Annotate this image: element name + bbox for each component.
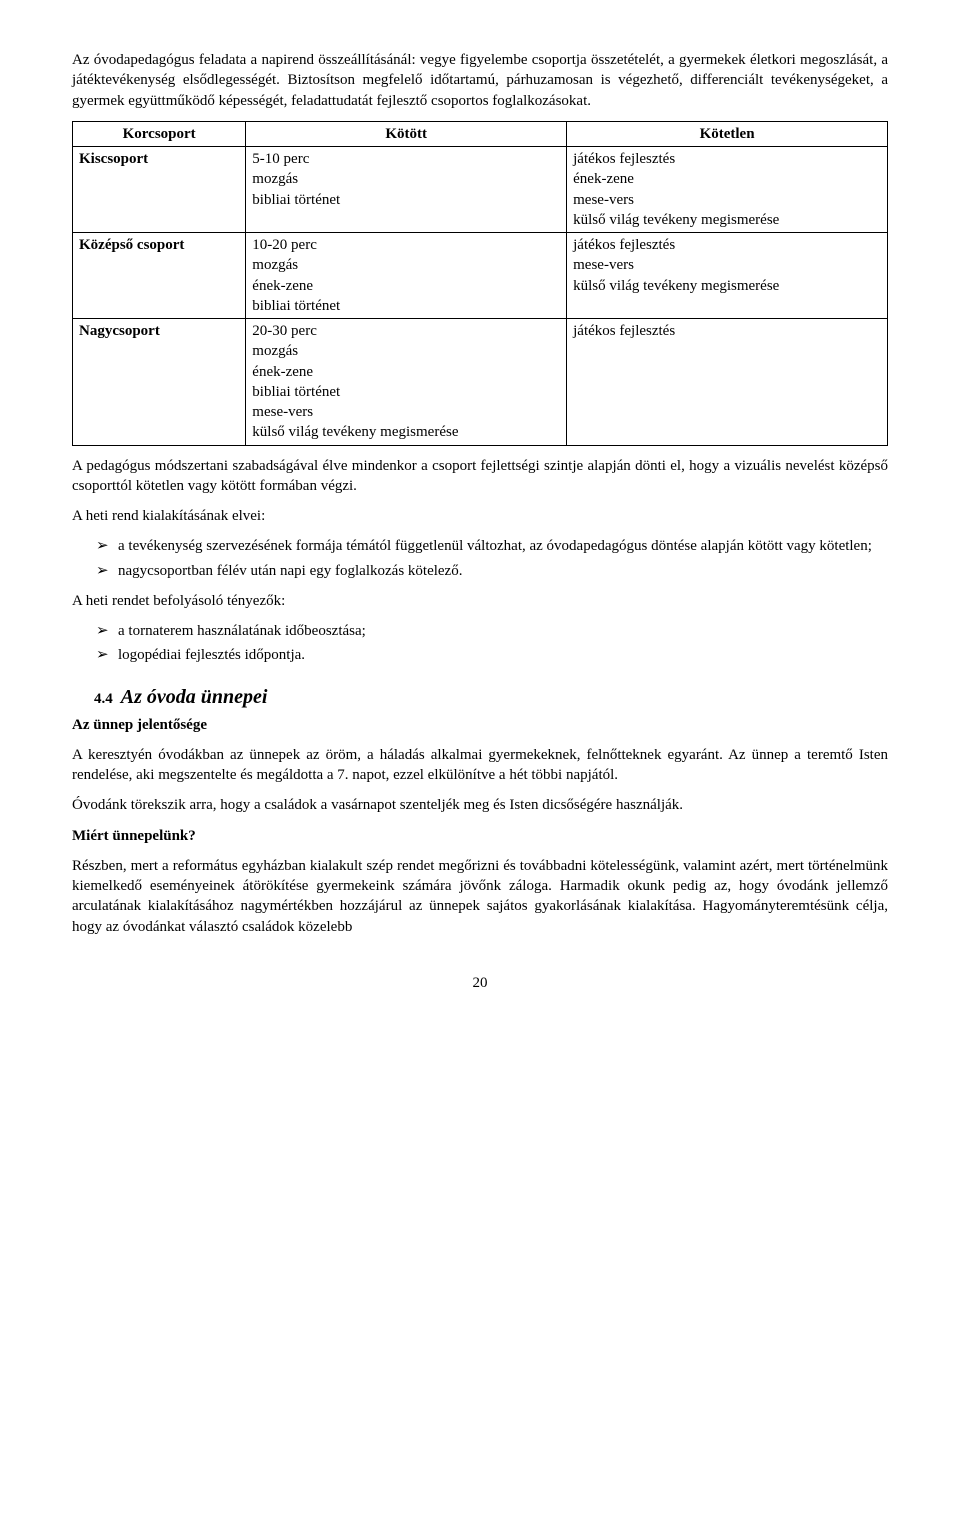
cell-kotott: 20-30 percmozgásének-zenebibliai történe… bbox=[246, 319, 567, 446]
section-heading: 4.4 Az óvoda ünnepei bbox=[72, 684, 888, 711]
table-row: Kiscsoport 5-10 percmozgásbibliai történ… bbox=[73, 147, 888, 233]
cell-label: Kiscsoport bbox=[73, 147, 246, 233]
section-p3: Részben, mert a református egyházban kia… bbox=[72, 856, 888, 937]
after-table-p2: A heti rend kialakításának elvei: bbox=[72, 506, 888, 526]
th-kotetlen: Kötetlen bbox=[567, 121, 888, 146]
cell-kotetlen: játékos fejlesztésmese-verskülső világ t… bbox=[567, 233, 888, 319]
cell-kotott: 5-10 percmozgásbibliai történet bbox=[246, 147, 567, 233]
cell-label: Középső csoport bbox=[73, 233, 246, 319]
bullet-list-1: a tevékenység szervezésének formája témá… bbox=[72, 536, 888, 581]
section-number: 4.4 bbox=[94, 689, 113, 709]
th-kotott: Kötött bbox=[246, 121, 567, 146]
bullet-list-2: a tornaterem használatának időbeosztása;… bbox=[72, 621, 888, 666]
list-item: nagycsoportban félév után napi egy fogla… bbox=[72, 561, 888, 581]
list-item: logopédiai fejlesztés időpontja. bbox=[72, 645, 888, 665]
section-p1: A keresztyén óvodákban az ünnepek az örö… bbox=[72, 745, 888, 786]
after-table-p1: A pedagógus módszertani szabadságával él… bbox=[72, 456, 888, 497]
th-korcsoport: Korcsoport bbox=[73, 121, 246, 146]
section-subhead: Az ünnep jelentősége bbox=[72, 715, 888, 735]
cell-label: Nagycsoport bbox=[73, 319, 246, 446]
cell-kotetlen: játékos fejlesztés bbox=[567, 319, 888, 446]
list-item: a tornaterem használatának időbeosztása; bbox=[72, 621, 888, 641]
cell-kotott: 10-20 percmozgásének-zenebibliai történe… bbox=[246, 233, 567, 319]
after-table-p3: A heti rendet befolyásoló tényezők: bbox=[72, 591, 888, 611]
section-title: Az óvoda ünnepei bbox=[121, 684, 268, 711]
table-row: Középső csoport 10-20 percmozgásének-zen… bbox=[73, 233, 888, 319]
intro-paragraph: Az óvodapedagógus feladata a napirend ös… bbox=[72, 50, 888, 111]
page-number: 20 bbox=[72, 973, 888, 993]
section-p2: Óvodánk törekszik arra, hogy a családok … bbox=[72, 795, 888, 815]
section-question: Miért ünnepelünk? bbox=[72, 826, 888, 846]
table-header-row: Korcsoport Kötött Kötetlen bbox=[73, 121, 888, 146]
schedule-table: Korcsoport Kötött Kötetlen Kiscsoport 5-… bbox=[72, 121, 888, 446]
list-item: a tevékenység szervezésének formája témá… bbox=[72, 536, 888, 556]
cell-kotetlen: játékos fejlesztésének-zenemese-versküls… bbox=[567, 147, 888, 233]
table-row: Nagycsoport 20-30 percmozgásének-zenebib… bbox=[73, 319, 888, 446]
